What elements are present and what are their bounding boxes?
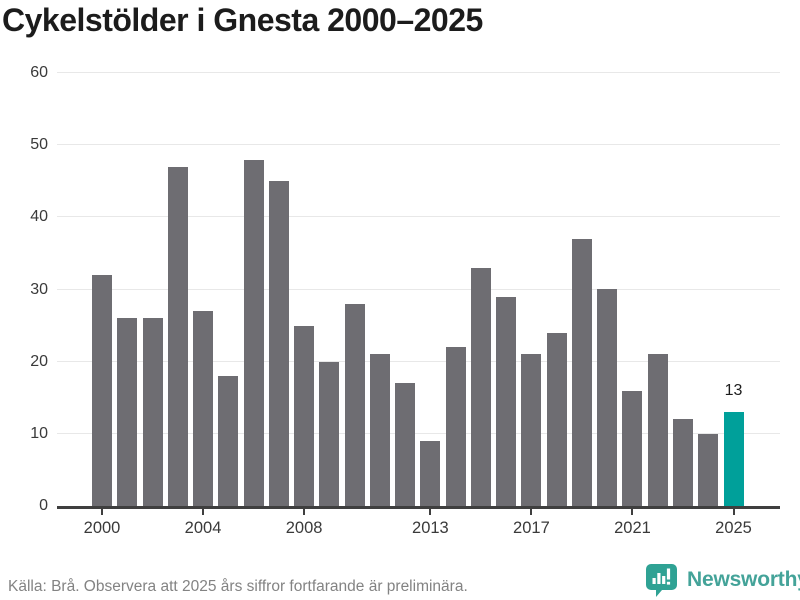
newsworthy-bar-chart-bubble-icon	[646, 564, 677, 597]
y-axis-label-40: 40	[30, 208, 48, 226]
y-axis-label-30: 30	[30, 280, 48, 298]
chart-title: Cykelstölder i Gnesta 2000–2025	[2, 2, 483, 38]
y-axis-label-0: 0	[39, 497, 48, 514]
bar-2009	[319, 362, 340, 506]
gridline-10	[57, 432, 780, 434]
bar-2020	[597, 289, 618, 506]
y-axis-label-10: 10	[30, 424, 48, 442]
x-axis-label-2000: 2000	[83, 519, 121, 537]
x-axis-label-2017: 2017	[513, 519, 550, 537]
bar-2006	[243, 160, 264, 506]
gridline-30	[57, 288, 780, 290]
newsworthy-logo: Newsworthy	[645, 563, 800, 597]
bar-2007	[268, 181, 289, 506]
bar-2019	[571, 239, 592, 506]
bar-2022	[647, 354, 668, 506]
bar-2003	[167, 167, 188, 506]
x-tick-2008	[303, 509, 306, 515]
bar-2021	[622, 391, 643, 506]
plot-area: 0 10 20 30 40 50 60 13 2000 2004 2008 2013 2017 2021 2…	[30, 64, 780, 537]
x-axis-label-2021: 2021	[614, 519, 651, 537]
y-axis-label-60: 60	[30, 64, 48, 81]
x-tick-2021	[631, 509, 634, 515]
bar-2004	[193, 311, 214, 506]
y-axis-label-50: 50	[30, 136, 48, 154]
bar-2013	[420, 441, 441, 506]
x-tick-2017	[530, 509, 533, 515]
bar-2023	[672, 419, 693, 506]
highlight-value-label: 13	[724, 382, 743, 399]
bar-2014	[445, 347, 466, 506]
bar-2005	[218, 376, 239, 506]
gridline-60	[57, 72, 780, 73]
x-tick-2013	[429, 509, 432, 515]
source-note: Källa: Brå. Observera att 2025 års siffr…	[8, 578, 468, 595]
x-axis-label-2008: 2008	[285, 519, 323, 537]
gridline-40	[57, 216, 780, 218]
x-tick-2025	[732, 509, 735, 515]
y-axis-label-20: 20	[30, 352, 48, 370]
bar-2001	[117, 318, 138, 506]
bar-2010	[344, 304, 365, 506]
bar-2018	[546, 333, 567, 506]
x-axis-label-2013: 2013	[412, 519, 449, 537]
gridline-20	[57, 360, 780, 362]
x-tick-2000	[101, 509, 103, 515]
x-axis-label-2004: 2004	[184, 519, 222, 537]
bar-2025	[723, 412, 744, 506]
x-tick-2004	[202, 509, 205, 515]
bar-2017	[521, 354, 542, 506]
x-axis-line	[57, 506, 780, 509]
bar-2002	[142, 318, 163, 506]
gridline-50	[57, 144, 780, 146]
bar-2012	[395, 383, 416, 506]
bar-2011	[369, 354, 390, 506]
bar-2024	[698, 434, 719, 506]
bar-2016	[496, 297, 517, 506]
newsworthy-logo-text: Newsworthy	[687, 568, 800, 591]
bar-2015	[470, 268, 491, 506]
bar-2008	[294, 326, 315, 506]
bar-2000	[92, 275, 112, 506]
x-axis-label-2025: 2025	[715, 519, 752, 537]
